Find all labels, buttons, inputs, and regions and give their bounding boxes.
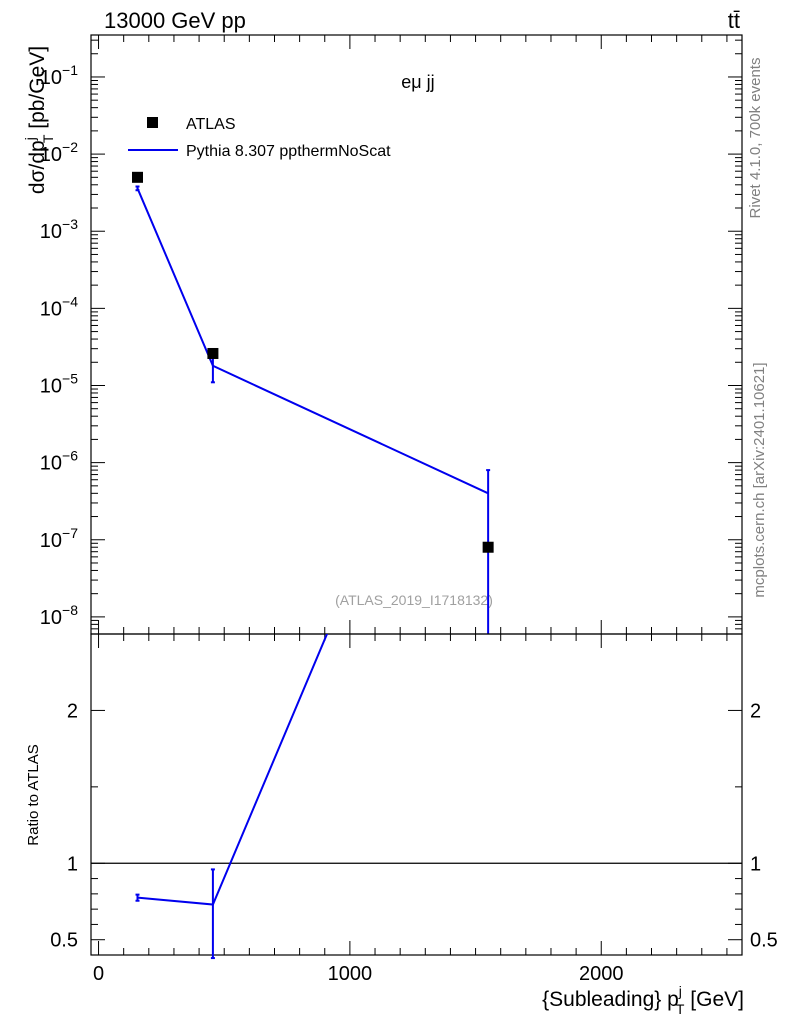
main-y-tick-label-exponent: −7 — [62, 525, 78, 541]
ratio-y-tick-label-right: 0.5 — [750, 930, 778, 952]
main-y-tick-label-exponent: −2 — [62, 139, 78, 155]
main-y-tick-label: 10−7 — [40, 525, 78, 552]
ratio-y-tick-label-left: 1 — [67, 853, 78, 875]
legend-label-atlas: ATLAS — [186, 116, 236, 133]
main-y-tick-label-exponent: −5 — [62, 370, 78, 386]
legend-label-mc: Pythia 8.307 ppthermNoScat — [186, 143, 391, 160]
legend: ATLAS Pythia 8.307 ppthermNoScat — [128, 116, 391, 160]
main-y-tick-label-base: 10 — [40, 144, 62, 166]
ratio-frame — [90, 633, 743, 956]
main-y-tick-label-base: 10 — [40, 453, 62, 475]
process-label: tt̄ — [728, 8, 740, 33]
x-axis-title-text: {Subleading} p — [542, 988, 679, 1011]
ratio-y-tick-label-left: 2 — [67, 700, 78, 722]
main-y-axis-title-sup: j — [22, 137, 38, 141]
main-y-tick-label-exponent: −4 — [62, 293, 78, 309]
analysis-id: (ATLAS_2019_I1718132) — [335, 592, 493, 608]
main-y-axis-title-unit: [pb/GeV] — [26, 46, 49, 135]
main-y-tick-label-base: 10 — [40, 530, 62, 552]
atlas-data-point — [132, 171, 143, 183]
ratio-y-tick-label-left: 0.5 — [50, 930, 78, 952]
main-panel: 10−810−710−610−510−410−310−210−1 — [40, 34, 743, 635]
main-y-tick-label-base: 10 — [40, 375, 62, 397]
ratio-y-tick-label-right: 2 — [750, 700, 761, 722]
main-y-tick-label-exponent: −6 — [62, 448, 78, 464]
main-y-tick-label: 10−8 — [40, 602, 78, 629]
main-y-tick-label-exponent: −1 — [62, 62, 78, 78]
side-label-rivet: Rivet 4.1.0, 700k events — [747, 58, 764, 219]
ratio-mc-line — [137, 634, 329, 906]
main-y-tick-label-base: 10 — [40, 67, 62, 89]
main-y-tick-label-exponent: −3 — [62, 216, 78, 232]
x-axis-title-sup: j — [678, 983, 682, 999]
x-axis-title-sub: T — [676, 1001, 685, 1017]
x-tick-label: 0 — [93, 963, 104, 985]
main-y-axis-title-sub: T — [40, 134, 56, 143]
main-y-tick-label-base: 10 — [40, 607, 62, 629]
ratio-y-axis-title: Ratio to ATLAS — [25, 744, 42, 845]
main-y-tick-label: 10−2 — [40, 139, 78, 166]
energy-label: 13000 GeV pp — [104, 8, 246, 33]
main-y-axis-title: dσ/dpj T [pb/GeV] — [22, 46, 56, 194]
ratio-panel: 0 1000 2000 0.5 0.5 1 1 2 2 — [50, 633, 778, 985]
main-y-tick-label-exponent: −8 — [62, 602, 78, 618]
x-axis-title-unit: [GeV] — [684, 988, 744, 1011]
channel-label: eμ jj — [401, 72, 434, 92]
x-tick-label: 2000 — [579, 963, 624, 985]
main-y-tick-label: 10−1 — [40, 62, 78, 89]
side-label-mcplots: mcplots.cern.ch [arXiv:2401.10621] — [751, 362, 768, 597]
ratio-y-tick-label-right: 1 — [750, 853, 761, 875]
x-tick-label: 1000 — [328, 963, 373, 985]
main-y-tick-label: 10−6 — [40, 448, 78, 475]
main-y-tick-label-base: 10 — [40, 221, 62, 243]
x-axis-title: {Subleading} pj T [GeV] — [542, 983, 744, 1017]
main-y-axis-title-text: dσ/dp — [26, 140, 49, 194]
main-y-tick-label: 10−5 — [40, 370, 78, 397]
atlas-data-point — [207, 347, 219, 359]
mc-series-line — [136, 187, 489, 495]
main-y-tick-label: 10−3 — [40, 216, 78, 243]
atlas-data-point — [482, 541, 494, 553]
main-y-tick-label: 10−4 — [40, 293, 78, 320]
main-y-tick-label-base: 10 — [40, 298, 62, 320]
legend-marker-atlas — [147, 117, 158, 128]
